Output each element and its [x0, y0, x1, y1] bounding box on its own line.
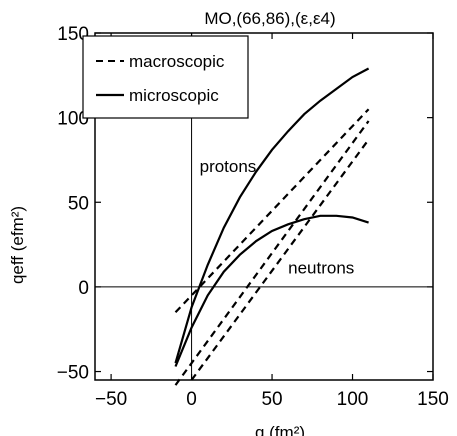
y-tick-label: 0: [78, 278, 89, 299]
y-tick-label: 150: [57, 24, 89, 45]
x-tick-label: 50: [261, 389, 282, 410]
y-axis-label: qeff (efm²): [8, 206, 27, 284]
series-layer: [174, 67, 370, 386]
series-neutrons-solid-2: [174, 214, 369, 367]
x-tick-label: −50: [95, 389, 127, 410]
annotations: protons neutrons: [200, 157, 355, 278]
series-neutrons-dashed-3: [174, 120, 370, 386]
chart-title: MO,(66,86),(ε,ε4): [204, 9, 335, 28]
legend: macroscopic microscopic: [82, 35, 249, 119]
y-tick-label: 100: [57, 109, 89, 130]
legend-label-microscopic: microscopic: [129, 86, 219, 105]
x-tick-label: 150: [417, 389, 449, 410]
plot-frame: [94, 32, 434, 381]
series-protons-dashed-1: [174, 108, 370, 314]
legend-label-macroscopic: macroscopic: [129, 52, 225, 71]
x-tick-label: 0: [186, 389, 197, 410]
y-tick-label: −50: [57, 363, 89, 384]
y-tick-label: 50: [68, 193, 89, 214]
x-tick-label: 100: [337, 389, 369, 410]
annotation-neutrons: neutrons: [288, 258, 354, 277]
x-axis-label: q (fm²): [255, 423, 305, 436]
series-protons-solid-0: [174, 67, 370, 364]
ticks-layer: −50 0 50 100 150 −50 0 50 100 150: [57, 24, 449, 410]
series-neutrons-dashed-4: [190, 138, 370, 381]
legend-box: [82, 35, 249, 119]
annotation-protons: protons: [200, 157, 257, 176]
